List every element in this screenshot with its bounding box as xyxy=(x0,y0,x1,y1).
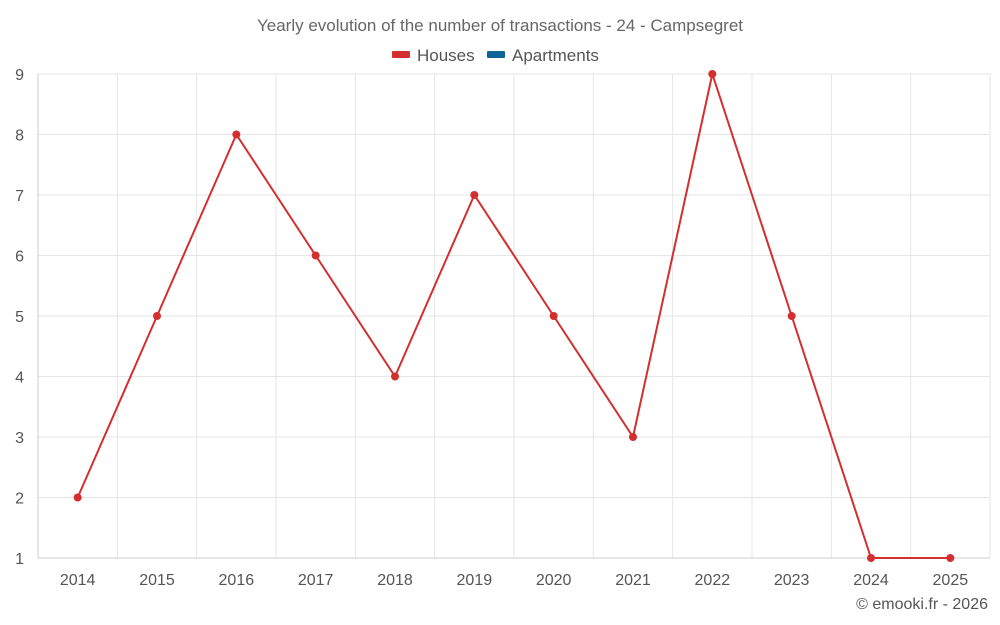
data-point-houses[interactable] xyxy=(946,554,955,562)
x-tick-label: 2017 xyxy=(298,572,334,589)
chart-title: Yearly evolution of the number of transa… xyxy=(257,16,743,35)
series-line-houses xyxy=(76,73,951,559)
x-tick-label: 2018 xyxy=(377,572,413,589)
y-tick-label: 1 xyxy=(15,551,24,568)
x-tick-label: 2022 xyxy=(695,572,731,589)
credit-text: © emooki.fr - 2026 xyxy=(856,596,988,613)
legend-swatch-apartments xyxy=(487,51,505,58)
x-tick-label: 2015 xyxy=(139,572,175,589)
x-tick-label: 2023 xyxy=(774,572,810,589)
x-tick-label: 2021 xyxy=(615,572,651,589)
y-tick-label: 8 xyxy=(15,128,24,145)
data-point-houses[interactable] xyxy=(629,433,637,441)
data-point-houses[interactable] xyxy=(153,312,161,320)
y-tick-label: 4 xyxy=(15,370,24,387)
y-tick-label: 6 xyxy=(15,249,24,266)
data-point-houses[interactable] xyxy=(470,191,479,199)
x-tick-label: 2016 xyxy=(219,572,255,589)
legend-item-apartments[interactable]: Apartments xyxy=(487,46,599,65)
data-point-houses[interactable] xyxy=(867,554,875,562)
legend: Houses Apartments xyxy=(392,46,599,65)
x-tick-label: 2014 xyxy=(60,572,96,589)
y-tick-label: 2 xyxy=(15,491,24,508)
data-point-houses[interactable] xyxy=(787,312,796,320)
data-point-houses[interactable] xyxy=(73,493,82,502)
x-tick-label: 2020 xyxy=(536,572,572,589)
x-tick-label: 2025 xyxy=(933,572,969,589)
y-tick-label: 7 xyxy=(15,188,24,205)
data-point-houses[interactable] xyxy=(708,70,717,78)
x-tick-label: 2019 xyxy=(457,572,493,589)
data-point-houses[interactable] xyxy=(232,130,241,139)
data-point-houses[interactable] xyxy=(391,372,399,381)
x-tick-label: 2024 xyxy=(853,572,889,589)
series-layer xyxy=(73,70,955,562)
legend-item-houses[interactable]: Houses xyxy=(392,46,475,65)
y-tick-label: 9 xyxy=(15,67,24,84)
x-tick-labels: 2014 2015 2016 2017 2018 2019 2020 2021 2022 2023… xyxy=(60,572,968,589)
legend-label-apartments: Apartments xyxy=(512,46,599,65)
legend-label-houses: Houses xyxy=(417,46,475,65)
legend-swatch-houses xyxy=(392,51,410,58)
y-tick-labels: 1 2 3 4 5 6 7 8 9 xyxy=(15,67,24,568)
y-tick-label: 3 xyxy=(15,430,24,447)
y-tick-label: 5 xyxy=(15,309,24,326)
data-point-houses[interactable] xyxy=(311,251,320,260)
data-point-houses[interactable] xyxy=(549,312,558,320)
